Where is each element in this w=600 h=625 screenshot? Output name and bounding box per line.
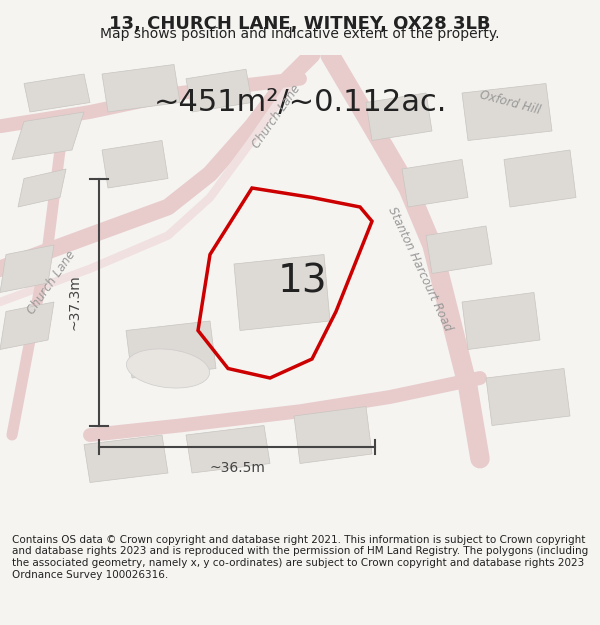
Polygon shape <box>462 84 552 141</box>
Text: Church Lane: Church Lane <box>250 82 302 151</box>
Polygon shape <box>426 226 492 274</box>
Polygon shape <box>462 292 540 349</box>
Text: Contains OS data © Crown copyright and database right 2021. This information is : Contains OS data © Crown copyright and d… <box>12 535 588 579</box>
Polygon shape <box>0 245 54 292</box>
Text: Church Lane: Church Lane <box>25 249 77 318</box>
Polygon shape <box>102 64 180 112</box>
Ellipse shape <box>127 349 209 388</box>
Polygon shape <box>84 435 168 482</box>
Text: Oxford Hill: Oxford Hill <box>478 88 542 117</box>
Polygon shape <box>186 69 252 112</box>
Polygon shape <box>234 254 330 331</box>
Polygon shape <box>102 141 168 188</box>
Polygon shape <box>126 321 216 378</box>
Polygon shape <box>186 426 270 473</box>
Polygon shape <box>24 74 90 112</box>
Text: ~37.3m: ~37.3m <box>67 274 81 330</box>
Polygon shape <box>504 150 576 207</box>
Text: ~451m²/~0.112ac.: ~451m²/~0.112ac. <box>154 88 446 117</box>
Text: 13, CHURCH LANE, WITNEY, OX28 3LB: 13, CHURCH LANE, WITNEY, OX28 3LB <box>109 16 491 33</box>
Polygon shape <box>366 93 432 141</box>
Text: Stanton Harcourt Road: Stanton Harcourt Road <box>385 204 455 333</box>
Text: ~36.5m: ~36.5m <box>209 461 265 475</box>
Polygon shape <box>0 302 54 349</box>
Polygon shape <box>18 169 66 207</box>
Polygon shape <box>486 369 570 426</box>
Text: Map shows position and indicative extent of the property.: Map shows position and indicative extent… <box>100 28 500 41</box>
Polygon shape <box>294 406 372 464</box>
Text: 13: 13 <box>278 262 328 301</box>
Polygon shape <box>12 112 84 159</box>
Polygon shape <box>402 159 468 207</box>
